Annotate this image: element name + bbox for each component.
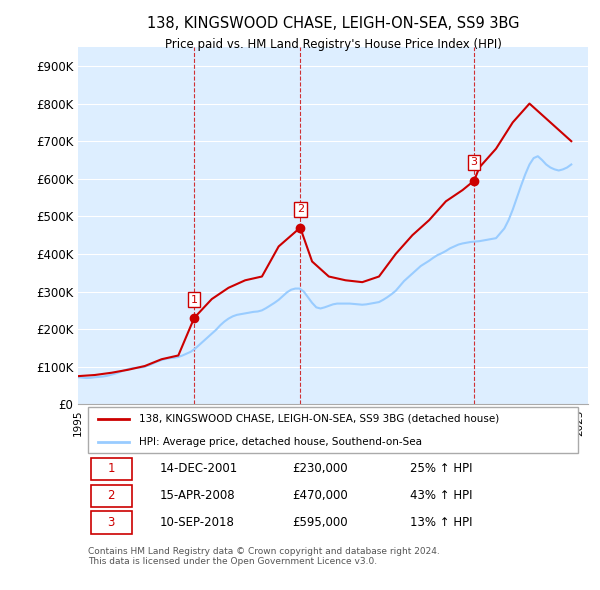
Text: £595,000: £595,000 <box>292 516 348 529</box>
Text: Price paid vs. HM Land Registry's House Price Index (HPI): Price paid vs. HM Land Registry's House … <box>164 38 502 51</box>
FancyBboxPatch shape <box>91 458 131 480</box>
Text: £470,000: £470,000 <box>292 489 348 502</box>
Text: £230,000: £230,000 <box>292 462 348 475</box>
Text: 2: 2 <box>107 489 115 502</box>
Text: 15-APR-2008: 15-APR-2008 <box>160 489 235 502</box>
FancyBboxPatch shape <box>88 407 578 454</box>
Text: HPI: Average price, detached house, Southend-on-Sea: HPI: Average price, detached house, Sout… <box>139 437 422 447</box>
Text: 1: 1 <box>107 462 115 475</box>
Title: 138, KINGSWOOD CHASE, LEIGH-ON-SEA, SS9 3BG: 138, KINGSWOOD CHASE, LEIGH-ON-SEA, SS9 … <box>147 16 519 31</box>
FancyBboxPatch shape <box>91 512 131 534</box>
Text: 3: 3 <box>470 158 478 168</box>
Text: 10-SEP-2018: 10-SEP-2018 <box>160 516 235 529</box>
Text: 1: 1 <box>191 295 198 304</box>
Text: 43% ↑ HPI: 43% ↑ HPI <box>409 489 472 502</box>
Text: 25% ↑ HPI: 25% ↑ HPI <box>409 462 472 475</box>
FancyBboxPatch shape <box>91 484 131 507</box>
Text: 138, KINGSWOOD CHASE, LEIGH-ON-SEA, SS9 3BG (detached house): 138, KINGSWOOD CHASE, LEIGH-ON-SEA, SS9 … <box>139 414 499 424</box>
Text: 3: 3 <box>107 516 115 529</box>
Text: Contains HM Land Registry data © Crown copyright and database right 2024.
This d: Contains HM Land Registry data © Crown c… <box>88 547 440 566</box>
Text: 2: 2 <box>296 205 304 215</box>
Text: 13% ↑ HPI: 13% ↑ HPI <box>409 516 472 529</box>
Text: 14-DEC-2001: 14-DEC-2001 <box>160 462 238 475</box>
